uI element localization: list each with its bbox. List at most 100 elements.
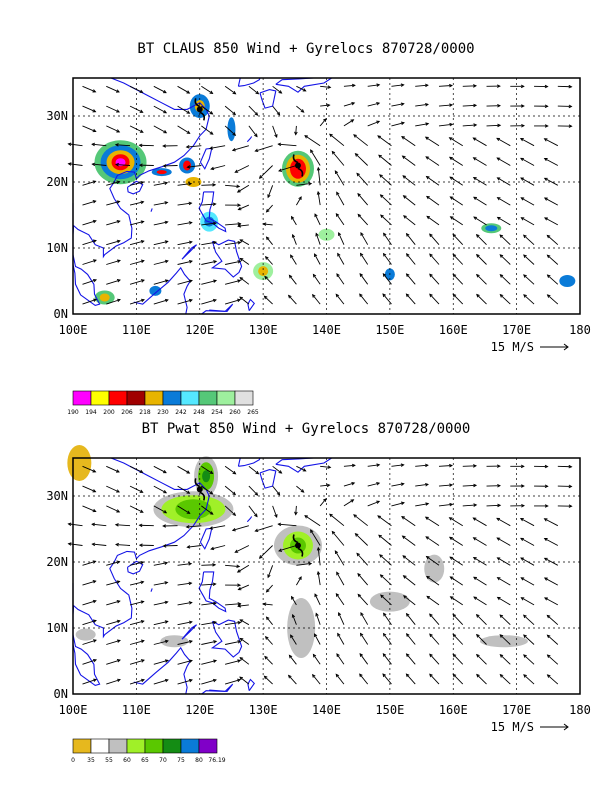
- shading-blob: [202, 470, 211, 483]
- wind-arrow: [367, 83, 381, 87]
- wind-arrow: [429, 233, 440, 245]
- wind-arrow: [288, 654, 297, 665]
- wind-arrow: [310, 529, 321, 546]
- bottom-map-border: [72, 457, 581, 695]
- wind-arrow: [438, 83, 454, 88]
- wind-arrow: [304, 515, 321, 527]
- wind-arrow: [320, 85, 332, 89]
- wind-arrow: [472, 137, 487, 147]
- wind-arrow: [265, 616, 273, 625]
- wind-arrow: [405, 293, 416, 305]
- wind-arrow: [473, 216, 487, 226]
- wind-arrow: [177, 581, 193, 586]
- wind-arrow: [359, 632, 369, 645]
- wind-arrow: [224, 465, 237, 475]
- wind-arrow: [329, 133, 345, 147]
- wind-arrow: [288, 274, 297, 285]
- wind-arrow: [546, 634, 559, 645]
- wind-arrow: [225, 602, 242, 606]
- wind-arrow: [264, 635, 273, 645]
- wind-arrow: [496, 216, 511, 226]
- wind-arrow: [201, 85, 214, 95]
- wind-arrow: [248, 505, 258, 518]
- wind-arrow: [534, 124, 549, 128]
- wind-arrow: [448, 156, 463, 166]
- wind-arrow: [380, 594, 392, 606]
- wind-arrow: [106, 279, 121, 285]
- coastline: [72, 457, 210, 687]
- wind-arrow: [402, 195, 416, 206]
- wind-arrow: [278, 545, 297, 552]
- wind-arrow: [473, 596, 487, 606]
- wind-arrow: [546, 254, 559, 265]
- wind-arrow: [267, 565, 274, 579]
- wind-arrow: [153, 505, 168, 514]
- bottom-map-panel: 30N 20N 10N 0N 100E 110E 120E 130E 140E 150E 160E 1…: [46, 445, 591, 734]
- wind-arrow: [291, 613, 297, 625]
- longitude-label: 110E: [122, 323, 151, 337]
- colorbar-swatch: [126, 738, 146, 754]
- wind-arrow: [236, 184, 250, 193]
- wind-arrow: [82, 259, 97, 265]
- wind-arrow: [543, 197, 559, 206]
- wind-arrow: [278, 165, 297, 172]
- wind-arrow: [272, 125, 278, 139]
- wind-arrow: [209, 525, 226, 530]
- latitude-label: 20N: [46, 175, 68, 189]
- wind-arrow: [177, 201, 193, 206]
- wind-arrow: [426, 215, 440, 226]
- wind-arrow: [91, 162, 107, 167]
- wind-arrow: [201, 183, 217, 187]
- wind-arrow: [153, 85, 167, 94]
- wind-arrow: [449, 216, 464, 226]
- wind-arrow: [510, 123, 526, 128]
- wind-arrow: [201, 563, 217, 567]
- wind-arrow: [357, 593, 369, 606]
- wind-arrow: [264, 275, 273, 285]
- wind-arrow: [82, 560, 97, 566]
- wind-arrow: [354, 153, 369, 166]
- wind-arrow: [343, 499, 355, 507]
- wind-arrow: [225, 203, 242, 207]
- colorbar-swatch: [72, 390, 92, 406]
- coastline: [126, 560, 144, 575]
- wind-arrow: [296, 105, 305, 113]
- wind-arrow: [337, 612, 345, 625]
- wind-arrow: [510, 484, 525, 488]
- wind-arrow: [296, 562, 313, 566]
- wind-arrow: [452, 273, 464, 285]
- wind-arrow: [224, 279, 242, 285]
- wind-arrow: [415, 122, 430, 127]
- wind-arrow: [520, 557, 535, 566]
- wind-arrow: [476, 253, 487, 265]
- wind-arrow: [523, 254, 535, 265]
- wind-arrow: [403, 215, 416, 226]
- wind-arrow: [129, 600, 145, 606]
- wind-arrow: [231, 525, 249, 532]
- wind-arrow: [272, 85, 283, 94]
- wind-arrow: [519, 518, 535, 527]
- wind-arrow: [82, 619, 97, 626]
- wind-arrow: [510, 104, 525, 108]
- wind-arrow: [162, 164, 178, 168]
- wind-arrow: [294, 125, 298, 136]
- wind-arrow: [359, 673, 369, 685]
- wind-arrow: [225, 564, 241, 569]
- wind-arrow: [296, 85, 307, 92]
- wind-arrow: [201, 582, 217, 586]
- wind-arrow: [263, 295, 273, 305]
- wind-arrow: [201, 105, 214, 115]
- wind-arrow: [224, 125, 237, 136]
- wind-scale-label: 15 M/S: [491, 720, 534, 734]
- wind-arrow: [290, 254, 297, 265]
- wind-arrow: [360, 612, 369, 625]
- wind-arrow: [311, 673, 321, 685]
- wind-arrow: [353, 514, 368, 527]
- wind-arrow: [201, 298, 217, 305]
- wind-arrow: [153, 240, 169, 246]
- wind-arrow: [378, 154, 392, 166]
- wind-arrow: [335, 213, 345, 226]
- wind-arrow: [210, 545, 226, 551]
- wind-arrow: [67, 542, 83, 546]
- wind-arrow: [329, 513, 345, 527]
